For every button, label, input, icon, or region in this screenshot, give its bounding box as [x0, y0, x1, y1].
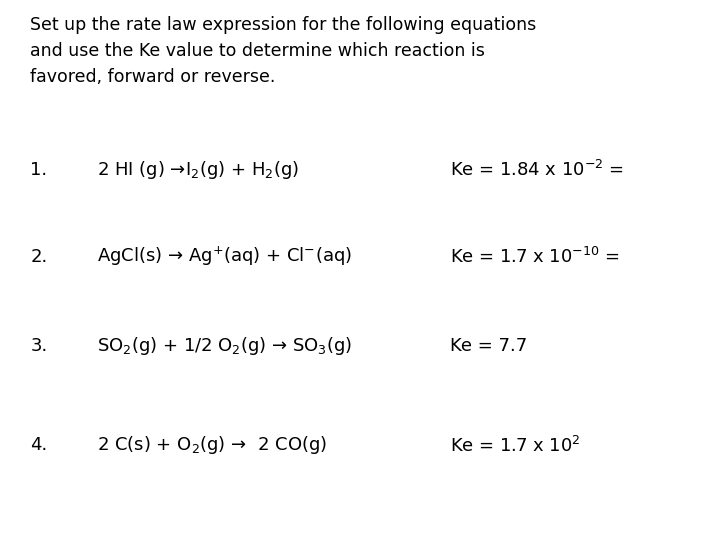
- Text: AgCl(s) → Ag$^{+}$(aq) + Cl$^{-}$(aq): AgCl(s) → Ag$^{+}$(aq) + Cl$^{-}$(aq): [97, 245, 352, 268]
- Text: 1.: 1.: [30, 161, 48, 179]
- Text: 2.: 2.: [30, 247, 48, 266]
- Text: Ke = 1.84 x 10$^{-2}$ =: Ke = 1.84 x 10$^{-2}$ =: [450, 160, 624, 180]
- Text: SO$_{2}$(g) + 1/2 O$_{2}$(g) → SO$_{3}$(g): SO$_{2}$(g) + 1/2 O$_{2}$(g) → SO$_{3}$(…: [97, 335, 353, 356]
- Text: 2 C(s) + O$_{2}$(g) →  2 CO(g): 2 C(s) + O$_{2}$(g) → 2 CO(g): [97, 435, 328, 456]
- Text: Set up the rate law expression for the following equations
and use the Ke value : Set up the rate law expression for the f…: [30, 16, 536, 86]
- Text: 2 HI (g) →I$_{2}$(g) + H$_{2}$(g): 2 HI (g) →I$_{2}$(g) + H$_{2}$(g): [97, 159, 300, 181]
- Text: 3.: 3.: [30, 336, 48, 355]
- Text: Ke = 7.7: Ke = 7.7: [450, 336, 527, 355]
- Text: Ke = 1.7 x 10$^{-10}$ =: Ke = 1.7 x 10$^{-10}$ =: [450, 246, 620, 267]
- Text: 4.: 4.: [30, 436, 48, 455]
- Text: Ke = 1.7 x 10$^{2}$: Ke = 1.7 x 10$^{2}$: [450, 435, 580, 456]
